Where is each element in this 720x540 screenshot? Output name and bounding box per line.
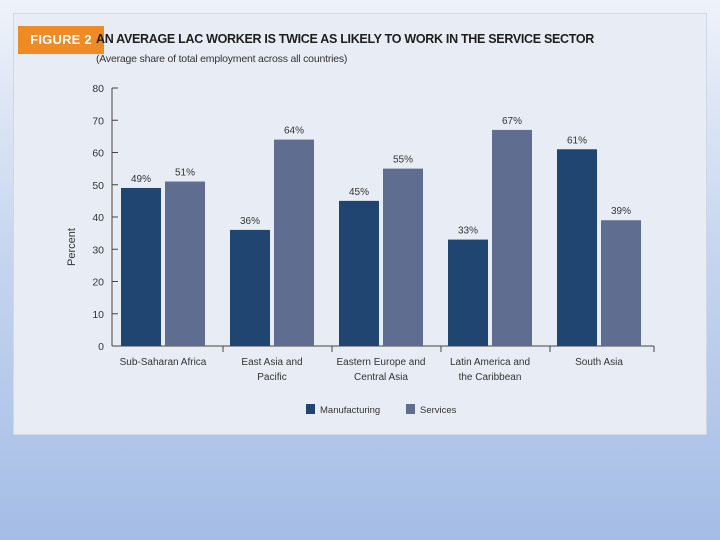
category-label: Sub-Saharan Africa (120, 357, 207, 368)
category-label: Eastern Europe and (337, 357, 426, 368)
legend-label-services: Services (420, 405, 457, 416)
bar-chart: 0 10 20 30 40 50 60 70 80 Percent 49% 51% Sub-Sahara… (66, 83, 655, 416)
y-tick-label: 60 (92, 148, 104, 160)
bar-manufacturing (448, 239, 488, 346)
y-axis-title: Percent (66, 228, 78, 266)
value-label: 67% (502, 116, 522, 127)
bar-services (492, 129, 532, 346)
legend-swatch-manufacturing (306, 404, 315, 414)
category-label: South Asia (575, 357, 623, 368)
legend-swatch-services (406, 404, 415, 414)
y-tick-label: 20 (92, 277, 104, 289)
chart-subtitle: (Average share of total employment acros… (96, 53, 348, 65)
bar-services (165, 181, 205, 346)
y-tick-label: 50 (92, 180, 104, 192)
bar-manufacturing (557, 149, 597, 346)
y-tick-label: 0 (98, 341, 104, 353)
bar-manufacturing (121, 187, 161, 346)
category-label: Central Asia (354, 372, 408, 383)
value-label: 61% (567, 135, 587, 146)
bar-services (601, 220, 641, 346)
y-tick-label: 10 (92, 309, 104, 321)
y-tick-label: 80 (92, 83, 104, 95)
figure-label-badge: FIGURE 2 (18, 26, 104, 54)
value-label: 39% (611, 206, 631, 217)
y-tick-label: 70 (92, 115, 104, 127)
value-label: 51% (175, 168, 195, 179)
value-label: 36% (240, 216, 260, 227)
value-label: 45% (349, 187, 369, 198)
category-label: Pacific (257, 372, 286, 383)
bar-services (274, 139, 314, 346)
value-label: 49% (131, 174, 151, 185)
category-label: East Asia and (241, 357, 302, 368)
y-tick-label: 40 (92, 212, 104, 224)
value-label: 55% (393, 155, 413, 166)
bar-manufacturing (339, 200, 379, 346)
bar-manufacturing (230, 229, 270, 346)
figure-panel: FIGURE 2 AN AVERAGE LAC WORKER IS TWICE … (14, 14, 706, 434)
value-label: 33% (458, 226, 478, 237)
y-tick-label: 30 (92, 244, 104, 256)
legend-label-manufacturing: Manufacturing (320, 405, 380, 416)
category-label: Latin America and (450, 357, 530, 368)
bar-services (383, 168, 423, 346)
category-label: the Caribbean (459, 372, 522, 383)
chart-title: AN AVERAGE LAC WORKER IS TWICE AS LIKELY… (96, 32, 595, 46)
value-label: 64% (284, 126, 304, 137)
